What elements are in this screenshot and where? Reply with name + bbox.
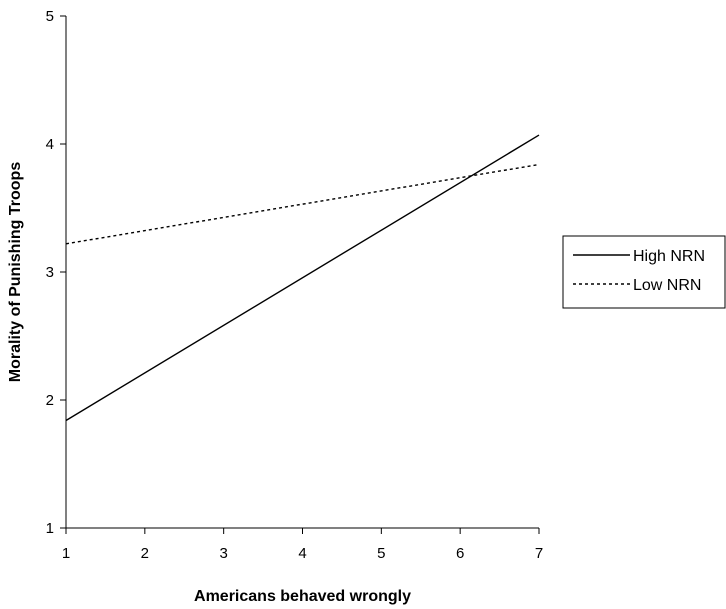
y-tick-label: 4 xyxy=(46,136,54,153)
x-tick-label: 6 xyxy=(456,545,464,562)
y-axis-title: Morality of Punishing Troops xyxy=(7,162,24,383)
x-tick-label: 1 xyxy=(62,545,70,562)
series-lines xyxy=(65,134,540,422)
y-tick-label: 1 xyxy=(46,520,54,537)
y-ticks: 1 2 3 4 5 xyxy=(46,8,66,537)
x-tick-label: 7 xyxy=(535,545,543,562)
plot-area: 1 2 3 4 5 1 2 3 4 5 6 7 xyxy=(46,8,544,562)
x-tick-label: 3 xyxy=(219,545,227,562)
series-line-1 xyxy=(65,163,540,245)
y-tick-label: 2 xyxy=(46,392,54,409)
x-tick-label: 2 xyxy=(141,545,149,562)
legend: High NRN Low NRN xyxy=(562,235,726,309)
y-tick-label: 5 xyxy=(46,8,54,25)
x-tick-label: 5 xyxy=(377,545,385,562)
legend-box xyxy=(562,235,726,309)
legend-label: High NRN xyxy=(633,248,705,265)
y-tick-label: 3 xyxy=(46,264,54,281)
x-axis-title: Americans behaved wrongly xyxy=(194,588,411,605)
legend-label: Low NRN xyxy=(633,277,701,294)
series-line-0 xyxy=(65,134,540,422)
x-tick-label: 4 xyxy=(298,545,306,562)
x-ticks: 1 2 3 4 5 6 7 xyxy=(62,528,543,562)
legend-items: High NRN Low NRN xyxy=(573,248,705,294)
